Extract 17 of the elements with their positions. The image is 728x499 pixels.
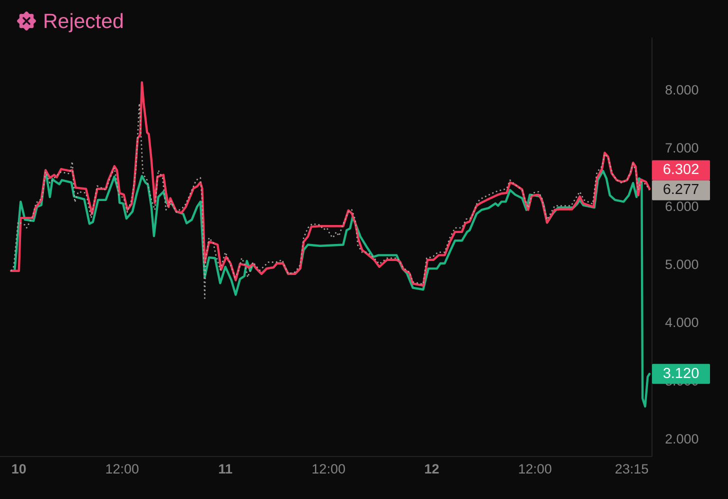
data-label: 3.120 — [662, 366, 700, 382]
x-tick-label: 12:00 — [105, 462, 140, 476]
y-tick-label: 7.000 — [665, 140, 699, 156]
y-tick-label: 2.000 — [665, 432, 699, 447]
chart-title: Rejected — [43, 10, 124, 32]
y-tick-label: 4.000 — [665, 315, 699, 330]
x-tick-label: 12 — [424, 462, 440, 476]
y-tick-label: 6.000 — [665, 198, 699, 214]
y-tick-label: 5.000 — [665, 257, 699, 272]
x-tick-label: 10 — [11, 462, 26, 476]
x-tick-label: 12:00 — [518, 462, 552, 476]
data-label: 6.277 — [662, 182, 700, 198]
x-tick-label: 11 — [218, 462, 233, 476]
x-tick-label: 23:15 — [614, 462, 649, 476]
data-label: 6.302 — [662, 162, 700, 178]
x-tick-label: 12:00 — [312, 462, 346, 476]
y-tick-label: 8.000 — [665, 82, 699, 98]
